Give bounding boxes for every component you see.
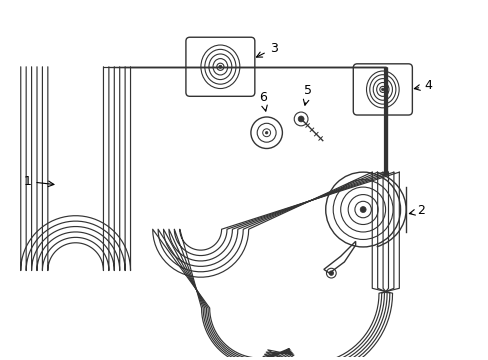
Circle shape: [216, 63, 224, 70]
Text: 6: 6: [258, 91, 266, 111]
Text: 3: 3: [256, 42, 277, 57]
Circle shape: [359, 207, 366, 212]
Circle shape: [265, 131, 267, 134]
Circle shape: [219, 65, 222, 68]
Text: 1: 1: [23, 175, 54, 188]
Text: 4: 4: [413, 80, 431, 93]
Circle shape: [379, 86, 385, 93]
Text: 5: 5: [303, 84, 311, 105]
Circle shape: [298, 116, 304, 122]
Circle shape: [381, 88, 384, 91]
Circle shape: [328, 271, 333, 275]
Text: 2: 2: [408, 204, 424, 217]
